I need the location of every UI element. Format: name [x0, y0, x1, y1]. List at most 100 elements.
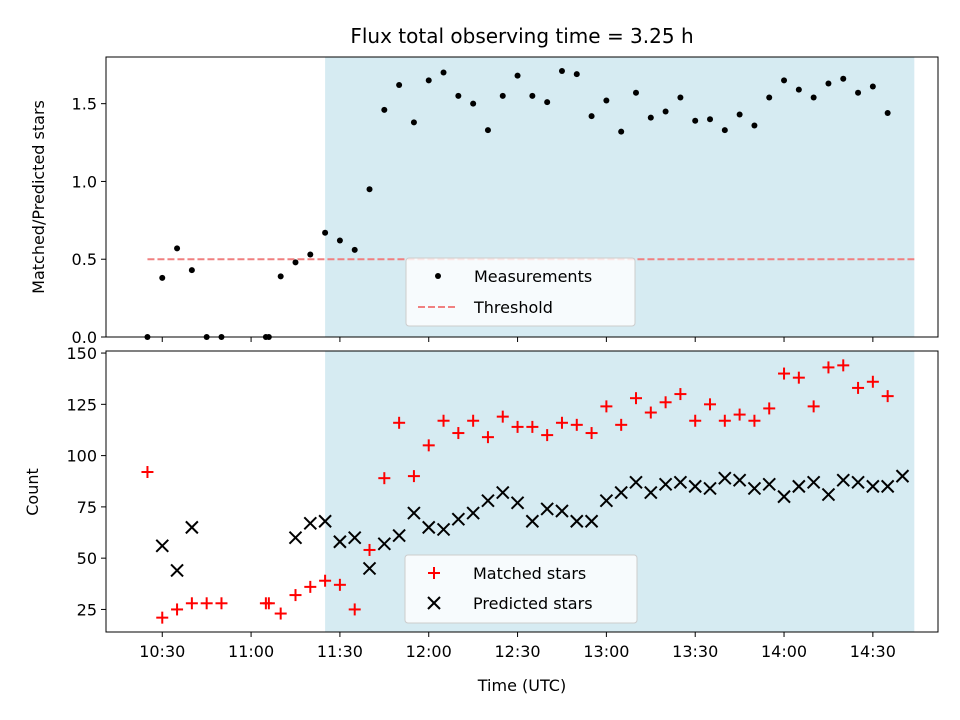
matched-star-point — [289, 589, 302, 602]
matched-star-point — [393, 416, 406, 429]
predicted-star-point — [747, 481, 762, 496]
matched-star-point — [807, 400, 820, 413]
measurement-point — [825, 80, 832, 87]
matched-star-point — [644, 406, 657, 419]
predicted-star-point — [348, 530, 362, 545]
predicted-star-point — [806, 475, 821, 489]
measurement-point — [425, 77, 432, 84]
measurement-point — [470, 100, 477, 107]
measurement-point — [410, 119, 417, 126]
top-panel: 0.0 0.5 1.0 1.5 Matched/Predicted stars Mea… — [29, 56, 939, 347]
matched-star-point — [304, 580, 317, 593]
y-tick-label: 75 — [77, 498, 97, 517]
measurement-point — [573, 71, 580, 78]
measurement-point — [455, 92, 462, 99]
matched-star-point — [704, 398, 717, 411]
measurement-point — [307, 251, 314, 258]
predicted-star-point — [333, 535, 347, 549]
predicted-star-point — [540, 502, 554, 516]
measurement-point — [322, 229, 329, 236]
matched-star-point — [792, 371, 805, 384]
matched-star-point — [156, 611, 169, 624]
matched-star-point — [822, 361, 835, 374]
matched-star-point — [215, 597, 228, 610]
matched-star-point — [467, 414, 480, 427]
measurement-point — [174, 245, 181, 252]
measurement-point — [781, 77, 788, 84]
measurement-point — [544, 99, 551, 106]
matched-star-point — [348, 603, 361, 616]
matched-star-point — [852, 381, 865, 394]
predicted-star-point — [510, 496, 525, 510]
predicted-star-point — [851, 475, 865, 489]
matched-star-point — [570, 418, 583, 431]
predicted-star-point — [762, 477, 776, 492]
measurement-point — [558, 68, 565, 74]
matched-star-point — [585, 427, 598, 440]
matched-star-point — [319, 574, 332, 587]
measurement-point — [588, 113, 595, 120]
y-tick-label: 25 — [77, 600, 97, 619]
measurement-point — [381, 106, 388, 113]
predicted-star-point — [821, 487, 836, 502]
measurement-point — [366, 186, 373, 193]
x-tick-label: 10:30 — [139, 642, 185, 661]
measurement-point — [884, 110, 891, 116]
predicted-star-point — [555, 504, 569, 518]
measurement-point — [869, 83, 876, 90]
measurement-point — [810, 94, 817, 101]
matched-star-point — [881, 390, 894, 403]
y-tick-label: 125 — [66, 395, 97, 414]
measurement-point — [336, 237, 343, 244]
predicted-star-point — [436, 522, 451, 537]
predicted-star-point — [185, 520, 199, 535]
matched-star-point — [733, 408, 746, 421]
matched-star-point — [422, 439, 435, 452]
x-tick-label: 13:30 — [672, 642, 718, 661]
measurement-point — [514, 72, 521, 79]
measurement-point — [292, 259, 299, 266]
predicted-star-point — [732, 473, 747, 487]
matched-star-point — [541, 429, 554, 442]
predicted-star-point — [688, 479, 702, 494]
matched-star-point — [659, 396, 672, 409]
predicted-star-point — [836, 473, 850, 487]
measurement-point — [721, 127, 728, 134]
matched-star-point — [481, 431, 494, 444]
measurement-point — [529, 92, 536, 99]
predicted-star-point — [466, 506, 480, 520]
legend-threshold: Threshold — [473, 298, 553, 317]
predicted-star-point — [525, 514, 540, 528]
legend-measurements: Measurements — [474, 267, 592, 286]
predicted-star-point — [451, 512, 466, 526]
matched-star-point — [555, 416, 568, 429]
predicted-star-point — [629, 475, 643, 489]
measurement-point — [632, 89, 639, 96]
measurement-point — [662, 108, 669, 115]
bottom-ylabel: Count — [23, 468, 42, 516]
x-tick-label: 12:00 — [406, 642, 452, 661]
top-axes-frame — [105, 56, 939, 338]
predicted-star-point — [303, 516, 318, 530]
measurement-point — [188, 267, 195, 274]
matched-star-point — [778, 367, 791, 380]
y-tick-label: 1.0 — [72, 172, 97, 191]
predicted-star-point — [644, 485, 658, 500]
predicted-star-point — [658, 477, 673, 492]
predicted-star-point — [599, 494, 614, 508]
matched-star-point — [378, 472, 391, 485]
measurement-point — [484, 127, 491, 134]
matched-star-point — [511, 420, 524, 433]
measurement-point — [351, 246, 358, 253]
matched-star-point — [407, 470, 420, 483]
matched-star-point — [526, 420, 539, 433]
x-tick-label: 14:00 — [761, 642, 807, 661]
measurement-point — [855, 89, 862, 96]
predicted-star-point — [496, 485, 510, 500]
matched-star-point — [141, 466, 154, 479]
x-tick-label: 13:00 — [583, 642, 629, 661]
predicted-star-point — [895, 469, 910, 483]
predicted-star-point — [703, 481, 717, 496]
matched-star-point — [171, 603, 184, 616]
x-axis-label: Time (UTC) — [477, 676, 566, 695]
